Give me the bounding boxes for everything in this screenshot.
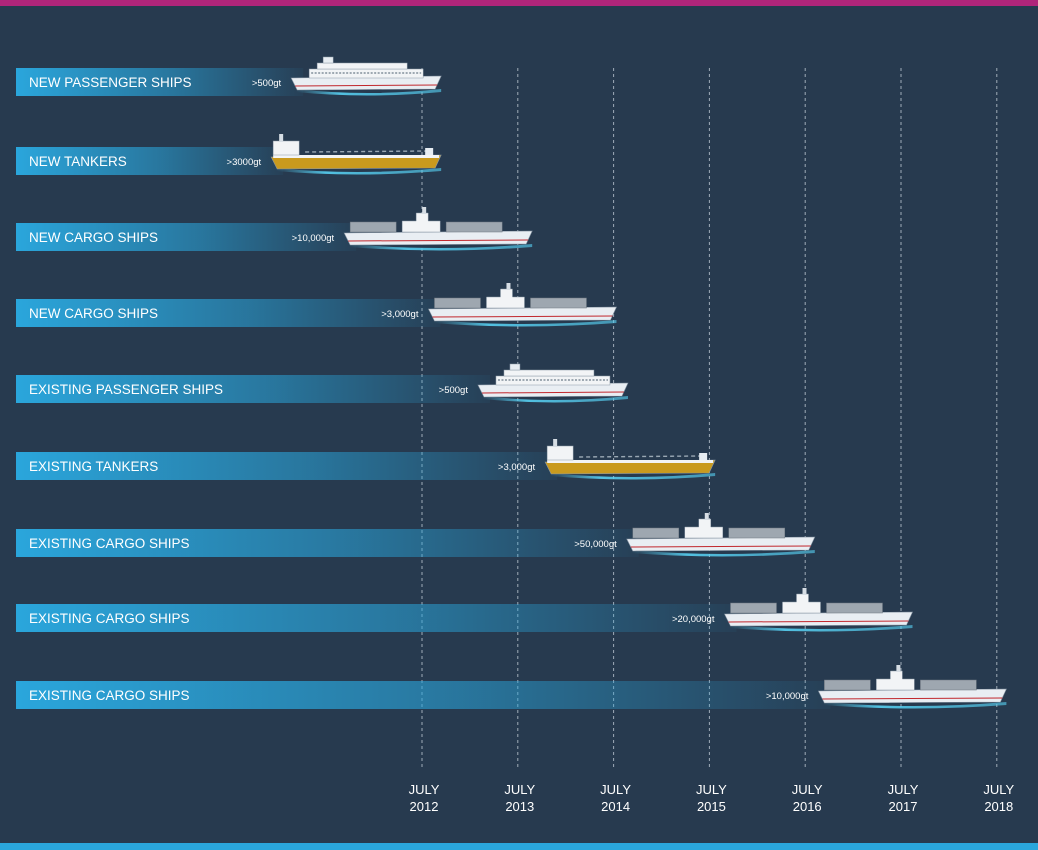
row-label: NEW PASSENGER SHIPS <box>29 75 192 90</box>
row-label: EXISTING CARGO SHIPS <box>29 611 190 626</box>
cargo-ship-icon <box>427 283 617 327</box>
row-label: EXISTING PASSENGER SHIPS <box>29 382 223 397</box>
timeline-bar <box>16 375 490 403</box>
x-tick-label-year: 2018 <box>984 799 1013 814</box>
x-axis-ticks: JULY 2012 JULY 2013 JULY 2014 JULY 2015 JULY 2016… <box>409 782 1015 814</box>
gross-tonnage-label: >10,000gt <box>292 233 335 244</box>
x-tick-label-year: 2013 <box>505 799 534 814</box>
timeline-rows: NEW PASSENGER SHIPS >500gt NEW TANKERS >300… <box>16 56 1007 709</box>
cargo-ship-icon <box>343 207 533 251</box>
timeline-bar <box>16 299 441 327</box>
gross-tonnage-label: >10,000gt <box>766 691 809 702</box>
timeline-row: EXISTING CARGO SHIPS >20,000gt <box>16 588 913 632</box>
timeline-row: EXISTING CARGO SHIPS >10,000gt <box>16 665 1007 709</box>
timeline-bar <box>16 604 737 632</box>
x-tick-label-month: JULY <box>792 782 823 797</box>
timeline-row: NEW TANKERS >3000gt <box>16 134 442 175</box>
x-tick-label-year: 2015 <box>697 799 726 814</box>
x-tick-label-month: JULY <box>409 782 440 797</box>
x-tick-label-month: JULY <box>600 782 631 797</box>
gross-tonnage-label: >500gt <box>252 78 282 89</box>
cargo-ship-icon <box>626 513 816 557</box>
x-tick-label-month: JULY <box>504 782 535 797</box>
gross-tonnage-label: >50,000gt <box>574 539 617 550</box>
row-label: EXISTING TANKERS <box>29 459 158 474</box>
timeline-bar <box>16 68 304 96</box>
timeline-bar <box>16 681 831 709</box>
x-tick-label-year: 2017 <box>889 799 918 814</box>
timeline-bar <box>16 529 639 557</box>
cargo-ship-icon <box>724 588 913 632</box>
bottom-stripe <box>0 843 1038 850</box>
row-label: NEW CARGO SHIPS <box>29 230 158 245</box>
gross-tonnage-label: >3,000gt <box>498 462 536 473</box>
timeline-bar <box>16 452 558 480</box>
x-tick-label-year: 2016 <box>793 799 822 814</box>
tanker-ship-icon <box>270 134 442 175</box>
cargo-ship-icon <box>817 665 1007 709</box>
timeline-row: EXISTING PASSENGER SHIPS >500gt <box>16 363 629 403</box>
x-tick-label-month: JULY <box>696 782 727 797</box>
tanker-ship-icon <box>544 439 716 480</box>
x-tick-label-year: 2014 <box>601 799 630 814</box>
x-tick-label-month: JULY <box>888 782 919 797</box>
gross-tonnage-label: >3,000gt <box>381 309 419 320</box>
gross-tonnage-label: >500gt <box>439 385 469 396</box>
top-stripe <box>0 0 1038 6</box>
gross-tonnage-label: >20,000gt <box>672 614 715 625</box>
row-label: NEW CARGO SHIPS <box>29 306 158 321</box>
timeline-row: NEW PASSENGER SHIPS >500gt <box>16 56 442 96</box>
x-tick-label-year: 2012 <box>410 799 439 814</box>
gridlines <box>421 68 998 768</box>
timeline-row: EXISTING CARGO SHIPS >50,000gt <box>16 513 816 557</box>
timeline-bar <box>16 147 284 175</box>
gross-tonnage-label: >3000gt <box>227 157 262 168</box>
x-tick-label-month: JULY <box>983 782 1014 797</box>
row-label: EXISTING CARGO SHIPS <box>29 536 190 551</box>
passenger-ship-icon <box>290 56 442 96</box>
timeline-row: NEW CARGO SHIPS >10,000gt <box>16 207 533 251</box>
timeline-bar <box>16 223 357 251</box>
row-label: NEW TANKERS <box>29 154 127 169</box>
row-label: EXISTING CARGO SHIPS <box>29 688 190 703</box>
timeline-row: NEW CARGO SHIPS >3,000gt <box>16 283 617 327</box>
passenger-ship-icon <box>477 363 629 403</box>
timeline-row: EXISTING TANKERS >3,000gt <box>16 439 716 480</box>
